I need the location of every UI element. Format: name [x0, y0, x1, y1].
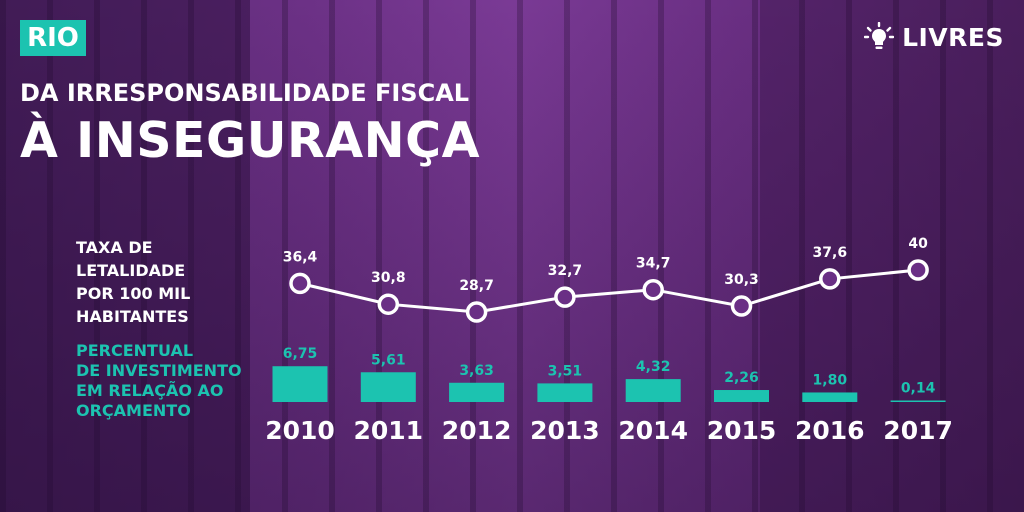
lethality-point: [907, 259, 929, 281]
investment-value-label: 5,61: [371, 352, 406, 368]
brand-logo: LIVRES: [864, 20, 1004, 54]
investment-value-label: 3,51: [548, 363, 583, 379]
page-subtitle: DA IRRESPONSABILIDADE FISCAL: [20, 79, 470, 107]
investment-bar: [625, 379, 681, 402]
investment-bar: [272, 366, 328, 402]
lethality-point: [377, 293, 400, 315]
investment-value-label: 2,26: [724, 370, 759, 386]
year-tick-label: 2017: [883, 416, 953, 445]
brand-name: LIVRES: [902, 22, 1004, 52]
year-tick-label: 2014: [618, 416, 688, 445]
lethality-point: [465, 301, 488, 323]
legend-investment-line: ORÇAMENTO: [76, 401, 191, 420]
lethality-value-label: 30,3: [724, 272, 759, 288]
lethality-value-label: 36,4: [283, 249, 318, 265]
legend-lethality-line: LETALIDADE: [76, 261, 186, 280]
legend-investment-line: EM RELAÇÃO AO: [76, 381, 224, 400]
lethality-point: [730, 295, 753, 317]
investment-bar: [449, 382, 505, 402]
location-badge: RIO: [20, 20, 86, 56]
year-tick-label: 2012: [442, 416, 512, 445]
legend-lethality-line: POR 100 MIL: [76, 284, 191, 303]
lethality-value-label: 28,7: [459, 278, 494, 294]
lethality-series-line: [299, 268, 919, 314]
year-tick-label: 2011: [354, 416, 424, 445]
lightbulb-icon: [864, 22, 895, 49]
legend-lethality-line: HABITANTES: [76, 307, 189, 326]
background-shade-right: [760, 0, 1024, 512]
lethality-point: [642, 278, 664, 301]
lethality-point: [289, 272, 311, 295]
year-tick-label: 2013: [530, 416, 600, 445]
lethality-value-label: 40: [908, 236, 928, 252]
legend-investment-line: DE INVESTIMENTO: [76, 361, 242, 380]
lethality-value-label: 30,8: [371, 270, 406, 286]
legend-lethality-line: TAXA DE: [76, 238, 153, 257]
investment-bar: [802, 392, 858, 402]
legend-investment-line: PERCENTUAL: [76, 341, 194, 360]
background-shade-left: [0, 0, 250, 512]
legend-lethality: TAXA DE LETALIDADE POR 100 MIL HABITANTE…: [76, 236, 256, 328]
lethality-point: [819, 268, 841, 290]
page-title: À INSEGURANÇA: [20, 112, 481, 169]
legend-investment: PERCENTUAL DE INVESTIMENTO EM RELAÇÃO AO…: [76, 341, 266, 421]
investment-value-label: 0,14: [901, 381, 936, 397]
lethality-point: [554, 286, 576, 308]
investment-value-label: 1,80: [813, 372, 848, 388]
year-tick-label: 2015: [707, 416, 777, 445]
lethality-value-label: 34,7: [636, 256, 671, 272]
investment-value-label: 3,63: [459, 363, 494, 379]
investment-bar: [360, 372, 416, 402]
investment-value-label: 4,32: [636, 359, 671, 375]
investment-bar: [537, 383, 593, 402]
lethality-value-label: 32,7: [548, 263, 583, 279]
year-tick-label: 2016: [795, 416, 865, 445]
investment-bar: [714, 390, 769, 402]
year-tick-label: 2010: [265, 416, 335, 445]
investment-value-label: 6,75: [283, 346, 318, 362]
investment-bar: [890, 400, 946, 402]
lethality-value-label: 37,6: [813, 245, 848, 261]
